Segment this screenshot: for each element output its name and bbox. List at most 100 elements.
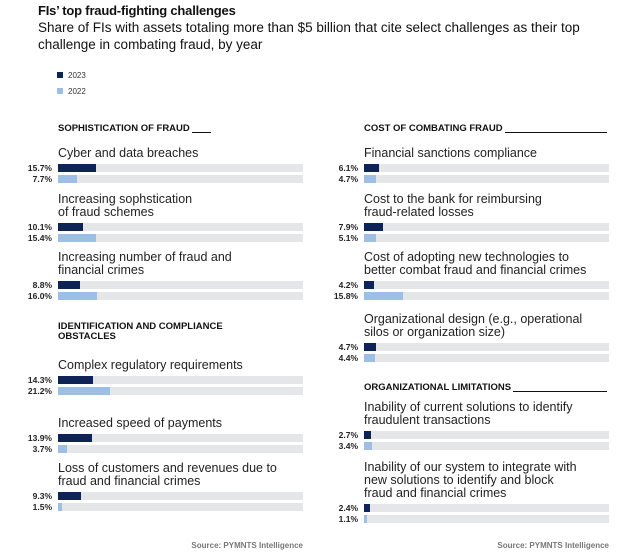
bar-row-2022: 16.0% xyxy=(28,292,338,300)
section-header: SOPHISTICATION OF FRAUD xyxy=(58,124,211,134)
challenge-item: Inability of our system to integrate wit… xyxy=(339,460,628,526)
value-label-2022: 3.4% xyxy=(338,441,358,451)
challenge-item: Cost to the bank for reimbursing fraud-re… xyxy=(339,193,628,245)
bar-2022 xyxy=(364,354,375,362)
bar-track xyxy=(58,503,303,511)
bar-row-2022: 5.1% xyxy=(339,234,628,242)
bar-group: 14.3% 21.2% xyxy=(28,376,338,395)
bar-row-2023: 7.9% xyxy=(339,223,628,231)
section-header: ORGANIZATIONAL LIMITATIONS xyxy=(364,383,607,393)
bar-group: 4.7% 4.4% xyxy=(339,343,628,362)
bar-group: 2.4% 1.1% xyxy=(339,504,628,523)
bar-row-2023: 8.8% xyxy=(33,281,338,289)
bar-2022 xyxy=(364,515,367,523)
bar-group: 8.8% 16.0% xyxy=(28,281,338,300)
bar-track xyxy=(364,164,609,172)
bar-group: 2.7% 3.4% xyxy=(339,431,628,450)
bar-track xyxy=(58,292,303,300)
value-label-2022: 7.7% xyxy=(32,174,52,184)
bar-track xyxy=(58,281,303,289)
legend-item-2022: 2022 xyxy=(57,86,86,96)
value-label-2023: 7.9% xyxy=(338,222,358,232)
bar-2023 xyxy=(58,434,93,442)
bar-track xyxy=(364,343,609,351)
bar-row-2023: 2.4% xyxy=(339,504,628,512)
bar-2023 xyxy=(58,223,83,231)
bar-track xyxy=(58,223,303,231)
value-label-2023: 9.3% xyxy=(32,491,52,501)
bar-track xyxy=(364,504,609,512)
challenge-item: Increasing sophstication of fraud schemes… xyxy=(28,192,338,245)
bar-row-2023: 6.1% xyxy=(339,164,628,172)
bar-2023 xyxy=(364,431,371,439)
bar-track xyxy=(58,376,303,384)
challenge-label: Inability of current solutions to identi… xyxy=(364,400,573,427)
value-label-2022: 4.7% xyxy=(338,174,358,184)
section-header: IDENTIFICATION AND COMPLIANCE OBSTACLES xyxy=(58,322,223,342)
bar-track xyxy=(58,164,303,172)
challenge-item: Complex regulatory requirements 14.3% 21.2… xyxy=(28,358,338,398)
bar-2022 xyxy=(58,175,77,183)
challenge-item: Increasing number of fraud and financial … xyxy=(28,250,338,303)
bar-2023 xyxy=(364,281,375,289)
bar-row-2022: 21.2% xyxy=(28,387,338,395)
bar-2022 xyxy=(364,442,373,450)
source-note: Source: PYMNTS Intelligence xyxy=(191,541,303,550)
challenge-item: Organizational design (e.g., operational… xyxy=(339,312,628,365)
bar-group: 9.3% 1.5% xyxy=(33,492,338,511)
bar-2023 xyxy=(364,164,379,172)
value-label-2022: 15.8% xyxy=(333,291,358,301)
section-rule xyxy=(504,132,607,133)
bar-track xyxy=(364,175,609,183)
challenge-label: Loss of customers and revenues due to fra… xyxy=(58,461,277,488)
challenge-label: Increasing sophstication of fraud schemes xyxy=(58,192,193,219)
challenge-label: Cyber and data breaches xyxy=(58,146,199,160)
bar-row-2022: 15.4% xyxy=(28,234,338,242)
section-title: COST OF COMBATING FRAUD xyxy=(364,123,503,134)
value-label-2023: 2.4% xyxy=(338,503,358,513)
legend-label-2022: 2022 xyxy=(68,86,86,96)
bar-2022 xyxy=(58,234,96,242)
bar-row-2022: 4.4% xyxy=(339,354,628,362)
chart-title: FIs’ top fraud-fighting challenges xyxy=(38,3,236,18)
bar-row-2023: 14.3% xyxy=(28,376,338,384)
value-label-2022: 15.4% xyxy=(27,233,52,243)
bar-track xyxy=(58,175,303,183)
value-label-2023: 13.9% xyxy=(27,433,52,443)
challenge-label: Organizational design (e.g., operational… xyxy=(364,312,583,339)
challenge-label: Financial sanctions compliance xyxy=(364,146,538,160)
bar-row-2022: 1.5% xyxy=(33,503,338,511)
legend-item-2023: 2023 xyxy=(57,70,86,80)
bar-2023 xyxy=(58,164,97,172)
bar-2023 xyxy=(364,223,384,231)
bar-group: 6.1% 4.7% xyxy=(339,164,628,183)
value-label-2023: 4.7% xyxy=(338,342,358,352)
bar-group: 4.2% 15.8% xyxy=(334,281,628,300)
section-title: IDENTIFICATION AND COMPLIANCE OBSTACLES xyxy=(58,321,223,342)
value-label-2022: 3.7% xyxy=(32,444,52,454)
challenge-label: Inability of our system to integrate wit… xyxy=(364,460,577,500)
bar-row-2023: 15.7% xyxy=(28,164,338,172)
value-label-2023: 2.7% xyxy=(338,430,358,440)
section-rule xyxy=(191,132,211,133)
bar-group: 13.9% 3.7% xyxy=(28,434,338,453)
bar-2022 xyxy=(58,503,62,511)
challenge-item: Cost of adopting new technologies to bett… xyxy=(334,250,628,303)
bar-track xyxy=(364,234,609,242)
bar-track xyxy=(58,434,303,442)
value-label-2022: 1.1% xyxy=(338,514,358,524)
bar-track xyxy=(58,234,303,242)
challenge-label: Increased speed of payments xyxy=(58,416,222,430)
challenge-label: Cost of adopting new technologies to bett… xyxy=(364,250,587,277)
challenge-label: Complex regulatory requirements xyxy=(58,358,243,372)
value-label-2023: 8.8% xyxy=(32,280,52,290)
bar-track xyxy=(364,515,609,523)
challenge-label: Increasing number of fraud and financial … xyxy=(58,250,232,277)
bar-row-2023: 10.1% xyxy=(28,223,338,231)
bar-2022 xyxy=(58,292,98,300)
value-label-2022: 21.2% xyxy=(27,386,52,396)
value-label-2023: 10.1% xyxy=(27,222,52,232)
bar-group: 10.1% 15.4% xyxy=(28,223,338,242)
bar-row-2022: 1.1% xyxy=(339,515,628,523)
value-label-2023: 15.7% xyxy=(27,163,52,173)
